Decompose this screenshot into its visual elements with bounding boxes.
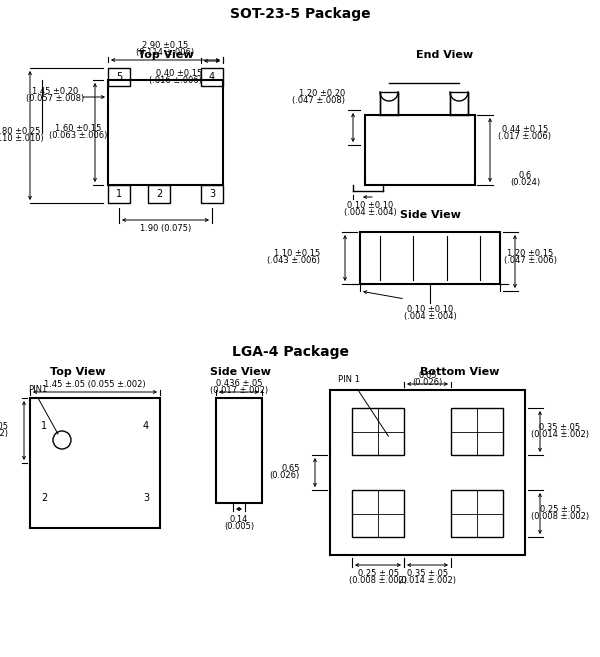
Bar xyxy=(360,232,500,284)
Text: Top View: Top View xyxy=(138,50,193,60)
Text: SOT-23-5 Package: SOT-23-5 Package xyxy=(230,7,370,21)
Bar xyxy=(148,185,170,203)
Text: Side View: Side View xyxy=(209,367,271,377)
Text: (.004 ±.004): (.004 ±.004) xyxy=(404,311,457,321)
Text: Side View: Side View xyxy=(400,210,460,220)
Text: 0.35 ±.05: 0.35 ±.05 xyxy=(539,423,581,432)
Bar xyxy=(108,68,130,86)
Bar xyxy=(352,490,404,537)
Bar xyxy=(30,398,160,528)
Text: 1.45 ±.05: 1.45 ±.05 xyxy=(0,422,8,431)
Bar xyxy=(201,185,223,203)
Text: 1.45 ±.05 (0.055 ±.002): 1.45 ±.05 (0.055 ±.002) xyxy=(44,380,146,388)
Text: (.047 ±.008): (.047 ±.008) xyxy=(292,97,345,106)
Text: (0.017 ±.002): (0.017 ±.002) xyxy=(210,386,268,394)
Text: Bottom View: Bottom View xyxy=(421,367,500,377)
Bar xyxy=(330,390,525,555)
Text: PIN 1: PIN 1 xyxy=(338,376,360,384)
Text: (0.063 ±.006): (0.063 ±.006) xyxy=(49,131,107,140)
Text: 1.45 ±0.20: 1.45 ±0.20 xyxy=(32,87,78,97)
Bar xyxy=(216,398,262,503)
Text: LGA-4 Package: LGA-4 Package xyxy=(232,345,349,359)
Bar xyxy=(201,68,223,86)
Text: (0.008 ±.002): (0.008 ±.002) xyxy=(531,512,589,521)
Text: (0.026): (0.026) xyxy=(412,378,443,386)
Text: 0.40 ±0.15: 0.40 ±0.15 xyxy=(156,70,202,78)
Bar xyxy=(352,408,404,455)
Text: 2: 2 xyxy=(156,189,162,199)
Text: 3: 3 xyxy=(209,189,215,199)
Text: 0.6: 0.6 xyxy=(518,171,532,179)
Text: (.043 ±.006): (.043 ±.006) xyxy=(267,256,320,265)
Text: 3: 3 xyxy=(143,493,149,503)
Text: (.017 ±.006): (.017 ±.006) xyxy=(499,133,551,141)
Bar xyxy=(365,115,475,185)
Bar xyxy=(451,490,503,537)
Text: 0.10 ±0.10: 0.10 ±0.10 xyxy=(407,304,453,313)
Text: 1.90 (0.075): 1.90 (0.075) xyxy=(140,225,191,233)
Text: (0.024): (0.024) xyxy=(510,177,540,187)
Text: (0.008 ±.002): (0.008 ±.002) xyxy=(349,576,407,585)
Text: 0.65: 0.65 xyxy=(418,371,437,380)
Text: 1.60 ±0.15: 1.60 ±0.15 xyxy=(55,124,101,133)
Text: 1.10 ±0.15: 1.10 ±0.15 xyxy=(274,250,320,258)
Text: PIN1: PIN1 xyxy=(28,386,47,394)
Bar xyxy=(108,80,223,185)
Text: 1: 1 xyxy=(116,189,122,199)
Bar xyxy=(450,92,468,115)
Text: 0.65: 0.65 xyxy=(281,464,300,473)
Text: (.110 ±.010): (.110 ±.010) xyxy=(0,134,43,143)
Text: (0.114 ±.006): (0.114 ±.006) xyxy=(136,49,194,58)
Bar xyxy=(380,92,398,115)
Bar xyxy=(451,408,503,455)
Text: (0.014 ±.002): (0.014 ±.002) xyxy=(531,430,589,439)
Bar xyxy=(108,185,130,203)
Text: 4: 4 xyxy=(143,421,149,431)
Text: 0.14: 0.14 xyxy=(230,514,248,524)
Text: (0.055 ±.002): (0.055 ±.002) xyxy=(0,429,8,438)
Text: (.004 ±.004): (.004 ±.004) xyxy=(344,208,397,217)
Text: 0.25 ±.05: 0.25 ±.05 xyxy=(358,570,398,579)
Text: 1.20 ±0.15: 1.20 ±0.15 xyxy=(507,250,553,258)
Text: (0.026): (0.026) xyxy=(270,471,300,480)
Text: 2: 2 xyxy=(41,493,47,503)
Text: (0.014 ±.002): (0.014 ±.002) xyxy=(398,576,457,585)
Text: Top View: Top View xyxy=(50,367,106,377)
Text: (0.005): (0.005) xyxy=(224,522,254,530)
Text: (.016 ±.006): (.016 ±.006) xyxy=(149,76,202,85)
Text: 1: 1 xyxy=(41,421,47,431)
Text: 2.80 ±0.25: 2.80 ±0.25 xyxy=(0,127,40,136)
Text: 4: 4 xyxy=(209,72,215,82)
Text: 1.20 ±0.20: 1.20 ±0.20 xyxy=(299,89,345,99)
Text: 0.44 ±0.15: 0.44 ±0.15 xyxy=(502,125,548,135)
Text: (0.057 ±.008): (0.057 ±.008) xyxy=(26,95,84,104)
Text: 0.10 ±0.10: 0.10 ±0.10 xyxy=(347,200,393,210)
Text: End View: End View xyxy=(416,50,473,60)
Text: 0.35 ±.05: 0.35 ±.05 xyxy=(407,570,448,579)
Text: 0.436 ±.05: 0.436 ±.05 xyxy=(216,378,262,388)
Text: 2.90 ±0.15: 2.90 ±0.15 xyxy=(142,41,188,51)
Text: (.047 ±.006): (.047 ±.006) xyxy=(503,256,557,265)
Text: 5: 5 xyxy=(116,72,122,82)
Text: 0.25 ±.05: 0.25 ±.05 xyxy=(539,505,581,514)
